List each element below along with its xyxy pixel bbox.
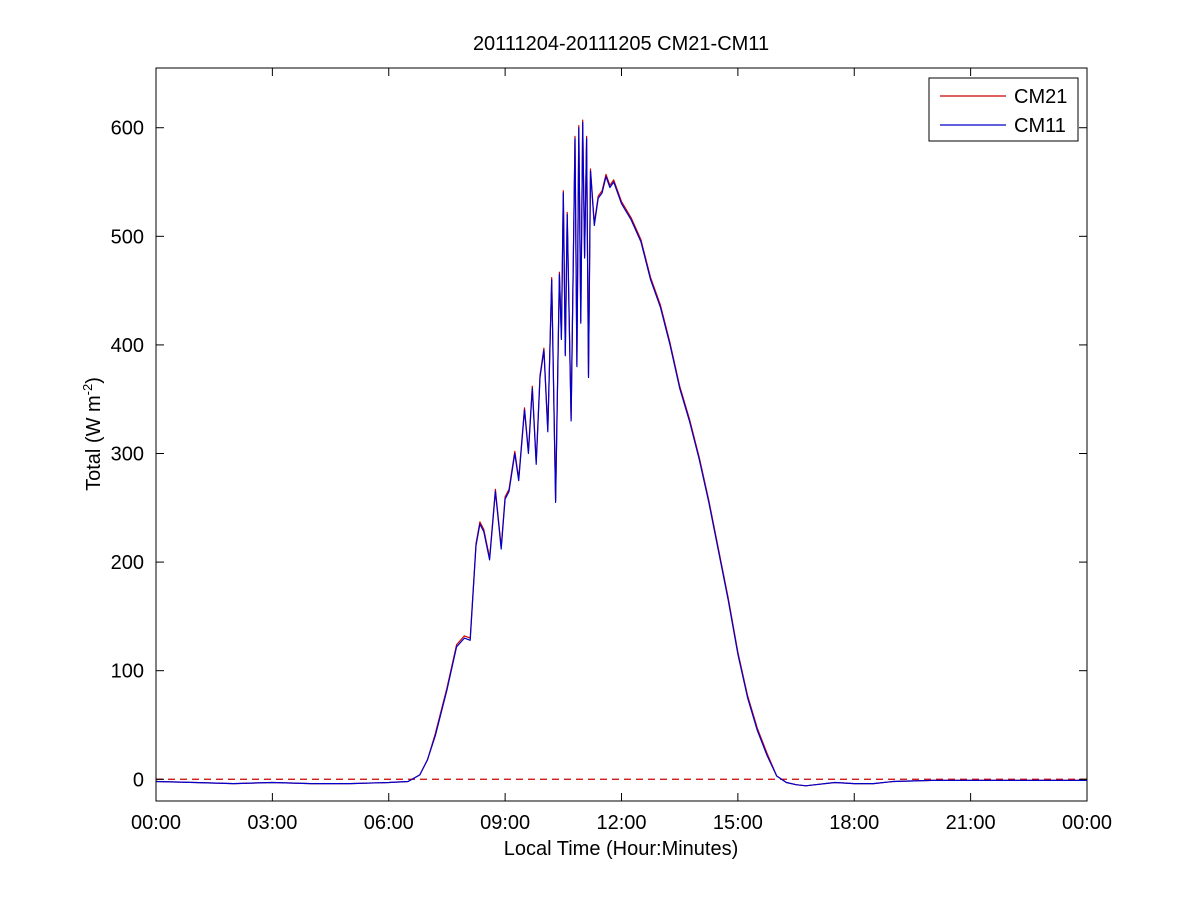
x-tick-label: 03:00 bbox=[247, 812, 297, 834]
y-tick-label: 200 bbox=[111, 552, 144, 574]
x-tick-label: 00:00 bbox=[131, 812, 181, 834]
x-tick-label: 12:00 bbox=[596, 812, 646, 834]
y-axis-label: Total (W m-2) bbox=[80, 377, 105, 491]
x-tick-label: 15:00 bbox=[713, 812, 763, 834]
y-tick-label: 0 bbox=[133, 769, 144, 791]
x-axis-label: Local Time (Hour:Minutes) bbox=[504, 838, 739, 860]
x-tick-label: 09:00 bbox=[480, 812, 530, 834]
y-axis-label-superscript: -2 bbox=[80, 384, 95, 396]
plot-area bbox=[155, 67, 1088, 802]
legend-label-cm21: CM21 bbox=[1014, 86, 1067, 108]
x-tick-label: 18:00 bbox=[829, 812, 879, 834]
x-tick-label: 21:00 bbox=[946, 812, 996, 834]
y-axis-label-close: ) bbox=[83, 377, 105, 384]
y-tick-label: 600 bbox=[111, 118, 144, 140]
y-axis-label-main: Total (W m bbox=[83, 395, 105, 491]
x-axis: 00:00 03:00 06:00 09:00 12:00 15:00 18:00 21:00… bbox=[131, 68, 1112, 834]
y-tick-label: 100 bbox=[111, 661, 144, 683]
legend-label-cm11: CM11 bbox=[1014, 115, 1066, 137]
y-tick-label: 400 bbox=[111, 335, 144, 357]
y-tick-label: 500 bbox=[111, 226, 144, 248]
y-tick-label: 300 bbox=[111, 444, 144, 466]
plot-background bbox=[156, 68, 1087, 801]
x-tick-label: 00:00 bbox=[1062, 812, 1112, 834]
series-line-cm11 bbox=[155, 121, 1087, 787]
y-axis: 0 100 200 300 400 500 600 bbox=[111, 118, 1087, 791]
legend-box bbox=[928, 77, 1079, 142]
legend: CM21 CM11 bbox=[928, 77, 1079, 142]
x-tick-label: 06:00 bbox=[364, 812, 414, 834]
chart-title: 20111204-20111205 CM21-CM11 bbox=[473, 33, 769, 55]
